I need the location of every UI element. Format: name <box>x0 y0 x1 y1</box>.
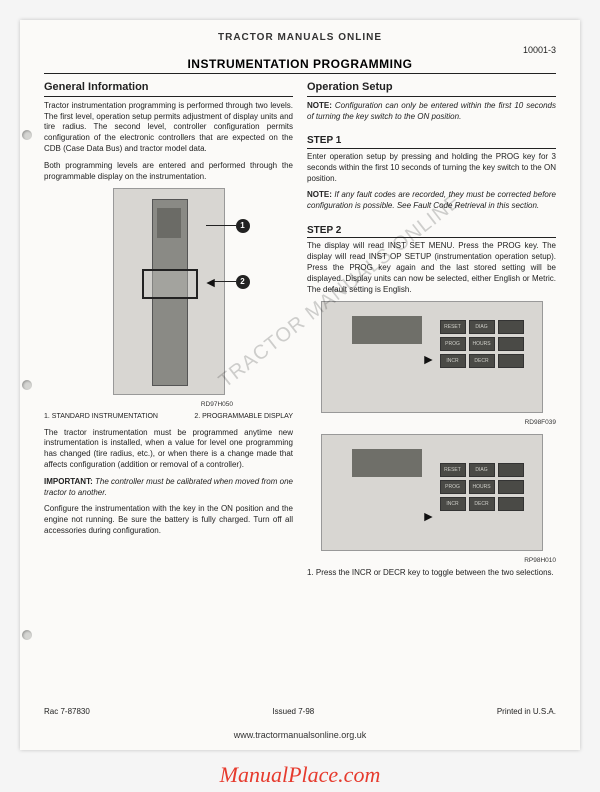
panel-display <box>157 208 181 238</box>
key-incr: INCR <box>440 354 466 368</box>
keypad: RESET DIAG PROG HOURS INCR DECR <box>440 320 530 368</box>
section-operation-setup: Operation Setup <box>307 80 556 97</box>
note-label: NOTE: <box>307 101 332 110</box>
right-column: Operation Setup NOTE: Configuration can … <box>307 80 556 585</box>
key-blank <box>498 497 524 511</box>
figure-code: RD97H050 <box>44 401 293 410</box>
keypad: RESET DIAG PROG HOURS INCR DECR <box>440 463 530 511</box>
content-columns: General Information Tractor instrumentat… <box>44 80 556 585</box>
callout-2: 2 <box>236 275 250 289</box>
figure-caption: 1. Press the INCR or DECR key to toggle … <box>307 568 556 579</box>
figure-code: RP98H010 <box>307 557 556 566</box>
punch-hole <box>22 380 32 390</box>
footer-right: Printed in U.S.A. <box>497 707 556 716</box>
important-label: IMPORTANT: <box>44 477 93 486</box>
arrow-icon: ► <box>422 350 436 369</box>
page-footer: Rac 7-87830 Issued 7-98 Printed in U.S.A… <box>44 707 556 716</box>
key-hours: HOURS <box>469 337 495 351</box>
punch-hole <box>22 630 32 640</box>
paragraph: Both programming levels are entered and … <box>44 161 293 183</box>
key-reset: RESET <box>440 463 466 477</box>
footer-url: www.tractormanualsonline.org.uk <box>20 730 580 740</box>
page-title: INSTRUMENTATION PROGRAMMING <box>44 57 556 74</box>
note-text: If any fault codes are recorded, they mu… <box>307 190 556 210</box>
key-blank <box>498 463 524 477</box>
key-blank <box>498 337 524 351</box>
note-text: Configuration can only be entered within… <box>307 101 556 121</box>
step-2-heading: STEP 2 <box>307 224 556 239</box>
figure-wrapper: 1 2 ◄ <box>44 188 293 395</box>
left-column: General Information Tractor instrumentat… <box>44 80 293 585</box>
figure-instrumentation: 1 2 ◄ <box>113 188 225 395</box>
important-note: IMPORTANT: The controller must be calibr… <box>44 477 293 499</box>
footer-left: Rac 7-87830 <box>44 707 90 716</box>
key-hours: HOURS <box>469 480 495 494</box>
figure-keypad-1: RESET DIAG PROG HOURS INCR DECR ► <box>321 301 543 413</box>
step-2-text: The display will read INST SET MENU. Pre… <box>307 241 556 295</box>
step-1-text: Enter operation setup by pressing and ho… <box>307 152 556 184</box>
page-number: 10001-3 <box>44 45 556 55</box>
key-diag: DIAG <box>469 320 495 334</box>
header-brand: TRACTOR MANUALS ONLINE <box>44 32 556 43</box>
note-label: NOTE: <box>307 190 332 199</box>
callout-line <box>206 225 236 226</box>
figure-label-1: 1. STANDARD INSTRUMENTATION <box>44 412 158 421</box>
key-diag: DIAG <box>469 463 495 477</box>
key-prog: PROG <box>440 337 466 351</box>
key-blank <box>498 480 524 494</box>
key-incr: INCR <box>440 497 466 511</box>
key-prog: PROG <box>440 480 466 494</box>
lcd-display <box>352 316 422 344</box>
lcd-display <box>352 449 422 477</box>
note: NOTE: Configuration can only be entered … <box>307 101 556 123</box>
footer-center: Issued 7-98 <box>272 707 314 716</box>
bottom-watermark: ManualPlace.com <box>0 762 600 788</box>
arrow-icon: ► <box>422 507 436 526</box>
programmable-display-box <box>142 269 198 299</box>
arrow-icon: ◄ <box>204 273 218 292</box>
paragraph: Configure the instrumentation with the k… <box>44 504 293 536</box>
paragraph: The tractor instrumentation must be prog… <box>44 428 293 471</box>
key-blank <box>498 320 524 334</box>
figure-label-2: 2. PROGRAMMABLE DISPLAY <box>194 412 293 421</box>
punch-hole <box>22 130 32 140</box>
key-decr: DECR <box>469 354 495 368</box>
section-general-info: General Information <box>44 80 293 97</box>
callout-1: 1 <box>236 219 250 233</box>
figure-code: RD98F039 <box>307 419 556 428</box>
key-reset: RESET <box>440 320 466 334</box>
note: NOTE: If any fault codes are recorded, t… <box>307 190 556 212</box>
figure-labels: 1. STANDARD INSTRUMENTATION 2. PROGRAMMA… <box>44 412 293 421</box>
step-1-heading: STEP 1 <box>307 134 556 149</box>
key-decr: DECR <box>469 497 495 511</box>
figure-keypad-2: RESET DIAG PROG HOURS INCR DECR ► <box>321 434 543 551</box>
key-blank <box>498 354 524 368</box>
manual-page: TRACTOR MANUALS ONLINE 10001-3 INSTRUMEN… <box>20 20 580 750</box>
paragraph: Tractor instrumentation programming is p… <box>44 101 293 155</box>
